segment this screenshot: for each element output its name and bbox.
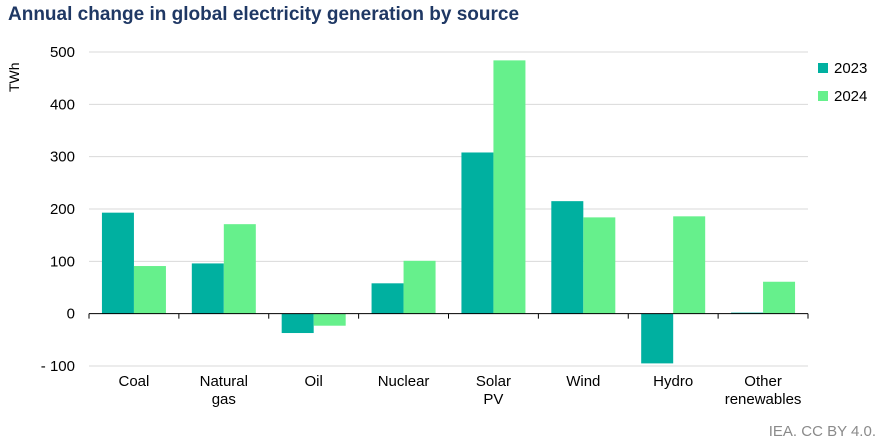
source-note: IEA. CC BY 4.0. (768, 423, 876, 440)
y-tick-label: 500 (50, 44, 75, 61)
bar-2023-3 (371, 283, 404, 314)
bar-2023-4 (461, 152, 494, 314)
bar-2024-1 (223, 224, 256, 314)
x-tick-label: Natural gas (200, 373, 248, 408)
bar-2024-0 (133, 266, 166, 314)
bar-2024-5 (583, 217, 616, 314)
bar-2023-1 (191, 263, 224, 314)
y-tick-label: 100 (50, 253, 75, 270)
bar-2024-2 (313, 313, 346, 326)
legend: 2023 2024 (818, 54, 867, 110)
x-tick-label: Solar PV (476, 373, 511, 408)
legend-item-2024: 2024 (818, 82, 867, 110)
bar-2023-5 (551, 201, 584, 314)
x-tick-label: Coal (119, 373, 150, 390)
bar-2023-2 (281, 313, 314, 334)
chart-title: Annual change in global electricity gene… (8, 4, 520, 25)
bar-2023-7 (731, 312, 764, 314)
y-tick-label: - 100 (41, 358, 75, 375)
bar-2024-6 (673, 216, 706, 314)
legend-label-2023: 2023 (834, 59, 868, 77)
bar-2024-7 (763, 281, 796, 314)
x-tick-label: Oil (305, 373, 323, 390)
bar-2023-0 (101, 212, 134, 314)
x-tick-label: Other renewables (725, 373, 802, 408)
x-tick-label: Nuclear (378, 373, 430, 390)
legend-item-2023: 2023 (818, 54, 867, 82)
bar-2024-4 (493, 60, 526, 314)
x-tick-label: Hydro (653, 373, 693, 390)
legend-label-2024: 2024 (834, 87, 868, 105)
y-tick-label: 300 (50, 149, 75, 166)
bar-2024-3 (403, 260, 436, 314)
legend-swatch-2024 (818, 91, 828, 101)
y-tick-label: 400 (50, 96, 75, 113)
y-tick-label: 0 (67, 306, 75, 323)
legend-swatch-2023 (818, 63, 828, 73)
y-tick-label: 200 (50, 201, 75, 218)
x-tick-label: Wind (566, 373, 600, 390)
bar-2023-6 (641, 313, 674, 364)
